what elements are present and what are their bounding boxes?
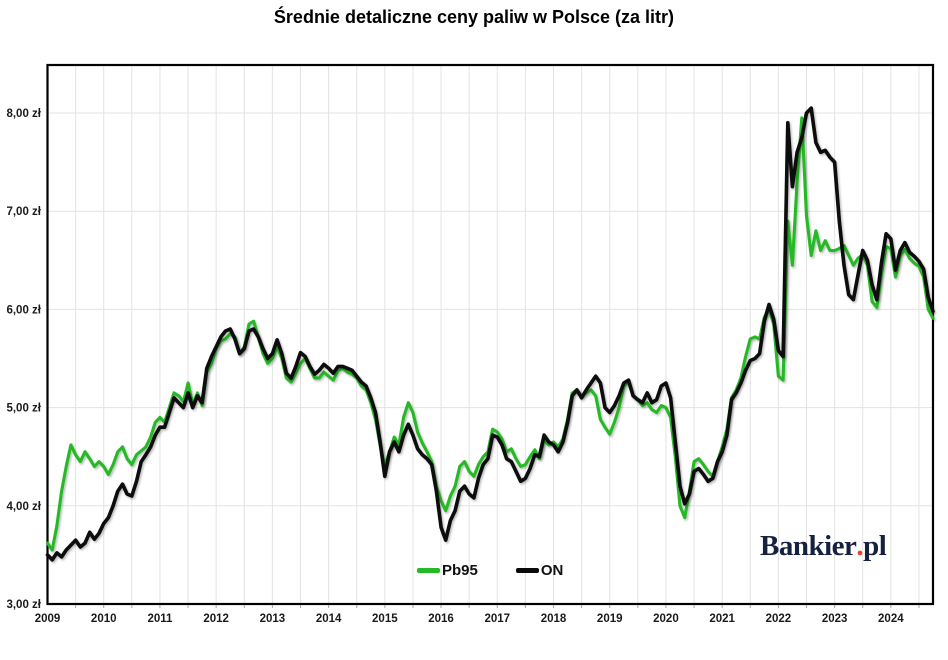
x-axis-label: 2012	[203, 613, 229, 625]
x-axis-label: 2011	[147, 613, 173, 625]
logo-dot: .	[856, 530, 864, 562]
chart-title: Średnie detaliczne ceny paliw w Polsce (…	[273, 7, 675, 27]
chart-legend: Pb95 ON	[417, 562, 563, 579]
legend-label-pb95: Pb95	[442, 562, 478, 579]
x-axis-label: 2016	[428, 613, 454, 625]
x-axis-label: 2020	[653, 613, 679, 625]
legend-item-pb95: Pb95	[417, 562, 478, 579]
x-axis-label: 2010	[91, 613, 117, 625]
x-axis-label: 2014	[316, 613, 342, 625]
gridlines	[47, 65, 933, 604]
logo-brand-text: Bankier	[760, 530, 857, 562]
y-axis-label: 3,00 zł	[6, 599, 41, 611]
x-axis-label: 2019	[597, 613, 623, 625]
x-axis-label: 2015	[372, 613, 398, 625]
series-line-on	[45, 106, 935, 562]
y-axis-label: 6,00 zł	[6, 304, 41, 316]
x-axis-label: 2017	[484, 613, 510, 625]
y-axis-label: 4,00 zł	[6, 501, 41, 513]
series-lines	[45, 106, 935, 562]
x-axis-label: 2013	[260, 613, 286, 625]
x-axis-labels: 2009 2010 2011 2012 2013 2014 2015 2016 2017 2018…	[35, 613, 905, 625]
x-axis-label: 2023	[822, 613, 848, 625]
x-axis-label: 2018	[541, 613, 567, 625]
x-axis-label: 2024	[878, 613, 904, 625]
y-axis-labels: 3,00 zł 4,00 zł 5,00 zł 6,00 zł 7,00 zł 8,00 …	[6, 108, 41, 611]
pb95-line-swatch	[417, 568, 440, 573]
bankier-logo: Bankier.pl	[760, 530, 887, 563]
x-axis-label: 2021	[709, 613, 735, 625]
on-line-swatch	[515, 568, 539, 573]
x-axis-label: 2022	[766, 613, 792, 625]
x-axis-label: 2009	[35, 613, 61, 625]
series-line-pb95	[45, 116, 935, 552]
legend-label-on: ON	[540, 562, 564, 579]
y-axis-label: 5,00 zł	[6, 403, 41, 415]
legend-item-on: ON	[515, 562, 564, 579]
plot-border	[46, 63, 935, 606]
y-axis-label: 8,00 zł	[6, 108, 41, 120]
y-axis-label: 7,00 zł	[6, 206, 41, 218]
logo-tld-text: pl	[863, 530, 887, 562]
